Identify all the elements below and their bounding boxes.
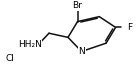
Text: HH₂N: HH₂N [18, 40, 42, 49]
Text: Br: Br [73, 1, 82, 10]
Text: N: N [78, 47, 85, 56]
Text: F: F [127, 23, 132, 32]
Text: Cl: Cl [5, 54, 14, 63]
